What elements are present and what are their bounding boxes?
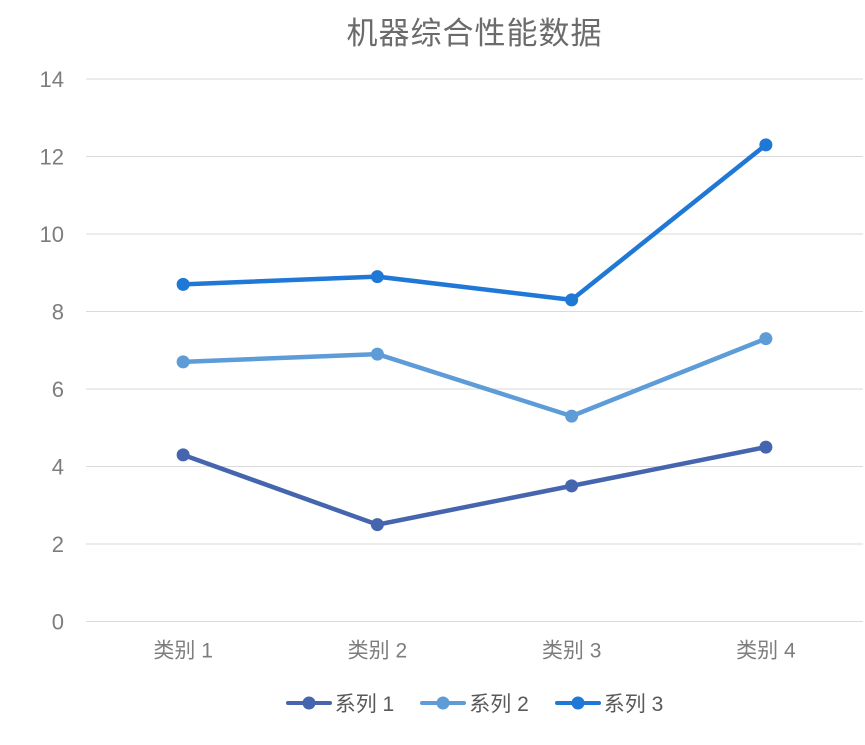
y-tick-label: 6	[52, 377, 64, 402]
legend-item-series-1: 系列 1	[285, 688, 395, 718]
x-tick-label: 类别 3	[542, 640, 602, 663]
y-tick-label: 10	[40, 222, 64, 247]
legend-line-marker-icon	[420, 696, 467, 710]
data-point-series-3	[565, 293, 579, 307]
series-line-2	[180, 336, 769, 419]
y-tick-label: 0	[52, 610, 64, 635]
data-point-series-3	[370, 270, 384, 284]
x-tick-label: 类别 4	[736, 640, 796, 663]
data-point-series-1	[370, 518, 384, 532]
y-tick-label: 4	[52, 455, 64, 480]
data-point-series-1	[565, 479, 579, 493]
legend-label-series-2: 系列 2	[469, 693, 529, 716]
data-point-series-2	[565, 409, 579, 423]
legend-label-series-1: 系列 1	[334, 693, 395, 716]
legend-line-marker-icon	[554, 696, 601, 710]
y-tick-label: 2	[52, 532, 64, 557]
chart-title: 机器综合性能数据	[346, 16, 603, 51]
x-tick-label: 类别 1	[153, 640, 213, 663]
y-tick-label: 8	[52, 300, 64, 325]
legend-line-marker-icon	[285, 696, 332, 710]
legend-label-series-3: 系列 3	[603, 693, 664, 716]
legend: 系列 1 系列 2 系列 3	[86, 688, 863, 718]
data-point-series-1	[759, 440, 773, 454]
data-point-series-2	[759, 332, 773, 346]
x-tick-label: 类别 2	[348, 640, 408, 663]
data-point-series-2	[370, 347, 384, 361]
legend-item-series-3: 系列 3	[554, 688, 664, 718]
data-point-series-3	[176, 277, 190, 291]
y-tick-label: 12	[40, 145, 64, 170]
plot-area: 0 2 4 6 8 10 12 14 类别 1 类别 2 类别 3 类别 4	[40, 67, 863, 663]
data-point-series-2	[176, 355, 190, 369]
data-point-series-1	[176, 448, 190, 462]
legend-item-series-2: 系列 2	[420, 688, 529, 718]
y-tick-label: 14	[40, 67, 64, 92]
series-line-3	[180, 142, 769, 303]
series-line-1	[180, 444, 769, 527]
data-point-series-3	[759, 138, 773, 152]
